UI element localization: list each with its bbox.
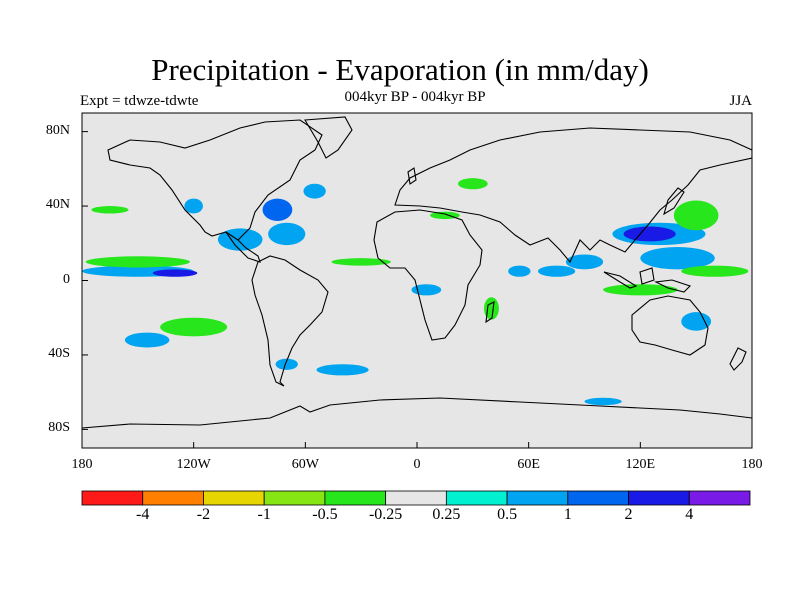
coast-africa xyxy=(373,209,483,341)
x-tick-label: 180 xyxy=(71,457,93,472)
anomaly-patch xyxy=(640,246,715,270)
anomaly-patch xyxy=(484,297,499,320)
anomaly-patch xyxy=(91,206,129,214)
colorbar-label: -1 xyxy=(257,506,271,523)
anomaly-patch xyxy=(217,228,263,251)
x-tick-label: 0 xyxy=(413,457,421,472)
experiment-label: Expt = tdwze-tdwte xyxy=(80,93,199,109)
anomaly-patch xyxy=(152,269,198,277)
x-tick-label: 120E xyxy=(625,457,656,472)
y-tick-label: 80N xyxy=(45,122,70,138)
coast-central-america xyxy=(225,231,261,263)
y-tick-label: 40N xyxy=(45,197,70,213)
colorbar-box xyxy=(81,490,144,506)
anomaly-patch xyxy=(681,312,712,331)
colorbar-box xyxy=(385,490,447,506)
anomaly-patch xyxy=(303,183,326,199)
colorbar-box xyxy=(263,490,326,506)
coast-british-isles xyxy=(407,167,417,185)
colorbar-label: 2 xyxy=(624,506,633,523)
colorbar-box xyxy=(445,490,508,506)
anomaly-patches xyxy=(82,178,749,406)
x-tick-label: 120W xyxy=(176,457,211,472)
anomaly-patch xyxy=(268,222,306,246)
coast-australia xyxy=(631,295,709,356)
anomaly-patch xyxy=(623,226,676,242)
colorbar-box xyxy=(628,490,690,506)
anomaly-patch xyxy=(184,198,203,214)
colorbar-box xyxy=(203,490,265,506)
colorbar-label: -0.25 xyxy=(368,506,403,523)
colorbar xyxy=(81,490,751,506)
axis-tick-marks xyxy=(81,131,753,448)
anomaly-patch xyxy=(316,364,369,376)
anomaly-patch xyxy=(331,258,391,266)
x-tick-label: 60E xyxy=(517,457,540,472)
map-background xyxy=(82,113,752,448)
anomaly-patch xyxy=(603,284,678,296)
anomaly-patch xyxy=(584,397,622,406)
coast-new-zealand xyxy=(729,347,747,371)
colorbar-box xyxy=(567,490,629,506)
x-tick-label: 60W xyxy=(291,457,319,472)
anomaly-patch xyxy=(430,211,460,220)
colorbar-box xyxy=(688,490,751,506)
colorbar-box xyxy=(506,490,569,506)
colorbar-label: 0.25 xyxy=(432,506,461,523)
colorbar-label: 0.5 xyxy=(497,506,518,523)
coast-madagascar xyxy=(485,301,495,324)
season-label: JJA xyxy=(729,93,752,109)
chart-subtitle: 004kyr BP - 004kyr BP xyxy=(344,89,486,105)
coast-antarctica xyxy=(82,397,752,429)
colorbar-label: 4 xyxy=(685,506,694,523)
anomaly-patch xyxy=(85,256,190,268)
anomaly-patch xyxy=(508,265,531,277)
coast-japan xyxy=(663,187,685,216)
anomaly-patch xyxy=(160,317,228,337)
anomaly-patch xyxy=(124,332,170,348)
anomaly-patch xyxy=(673,200,719,231)
colorbar-box xyxy=(142,490,204,506)
coast-greenland xyxy=(304,116,353,159)
coast-north-america xyxy=(107,119,323,241)
coast-indonesia xyxy=(603,267,692,293)
y-tick-label: 40S xyxy=(48,345,70,361)
colorbar-label: -4 xyxy=(136,506,150,523)
coastlines xyxy=(82,116,752,429)
coast-eurasia xyxy=(394,127,752,264)
colorbar-box xyxy=(324,490,387,506)
colorbar-label: 1 xyxy=(563,506,572,523)
anomaly-patch xyxy=(565,254,604,270)
anomaly-patch xyxy=(457,178,488,190)
anomaly-patch xyxy=(275,358,298,370)
x-tick-label: 180 xyxy=(741,457,763,472)
y-tick-label: 0 xyxy=(63,271,70,287)
colorbar-label: -2 xyxy=(196,506,211,523)
anomaly-patch xyxy=(262,198,293,221)
coast-south-america xyxy=(251,255,329,387)
colorbar-label: -0.5 xyxy=(312,506,338,523)
anomaly-patch xyxy=(681,265,749,277)
y-tick-label: 80S xyxy=(48,420,70,436)
anomaly-patch xyxy=(537,265,576,277)
anomaly-patch xyxy=(411,284,442,296)
chart-title: Precipitation - Evaporation (in mm/day) xyxy=(151,52,649,87)
